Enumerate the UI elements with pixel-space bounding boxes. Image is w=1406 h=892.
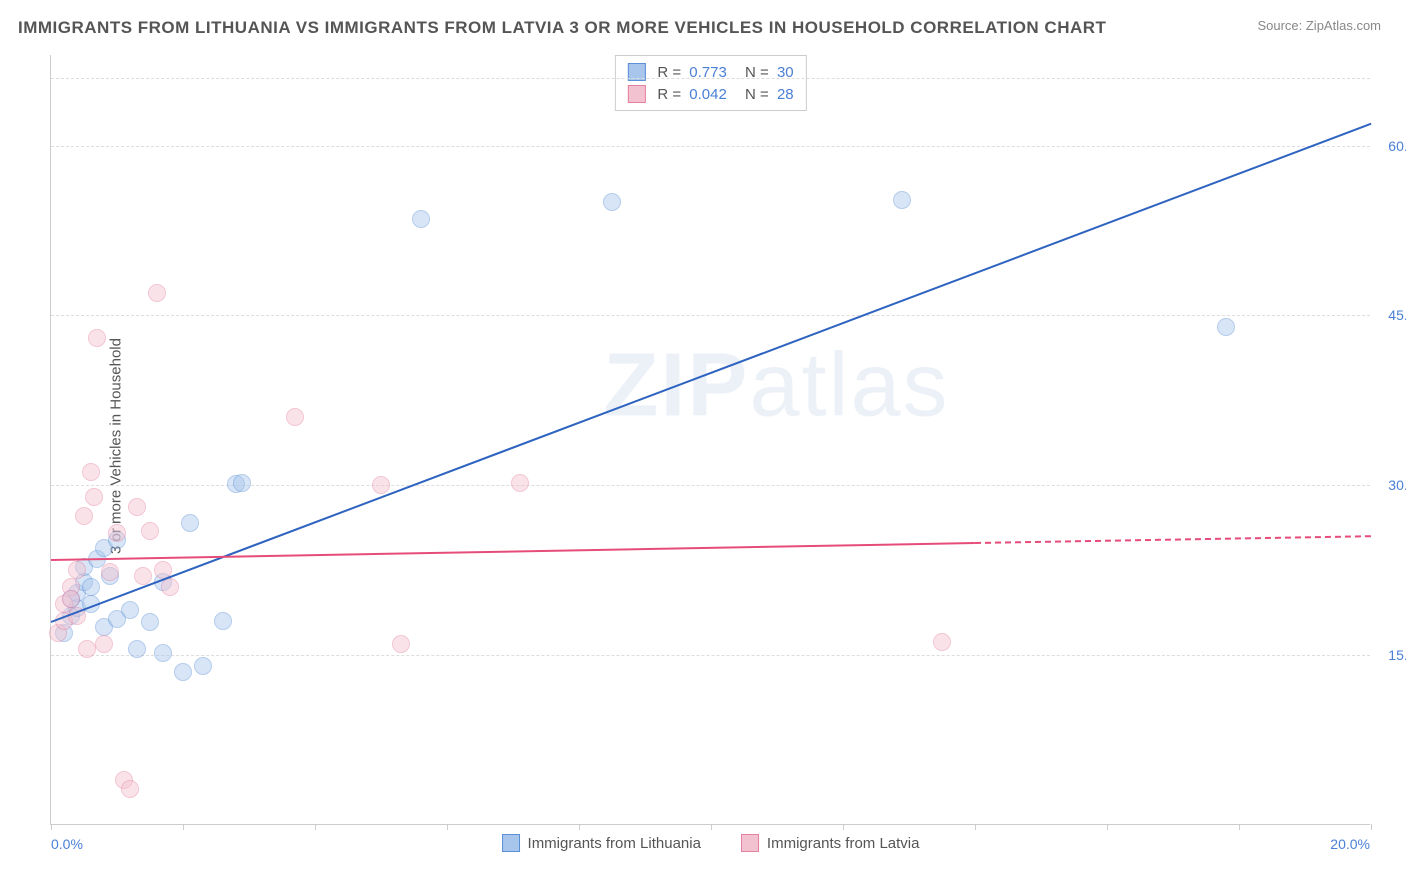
scatter-point	[181, 514, 199, 532]
scatter-point	[412, 210, 430, 228]
scatter-point	[128, 498, 146, 516]
scatter-point	[62, 590, 80, 608]
x-axis-min-label: 0.0%	[51, 836, 83, 852]
trend-line	[51, 542, 975, 561]
scatter-point	[88, 329, 106, 347]
scatter-point	[82, 578, 100, 596]
chart-container: IMMIGRANTS FROM LITHUANIA VS IMMIGRANTS …	[0, 0, 1406, 892]
gridline-h	[51, 655, 1370, 656]
chart-title: IMMIGRANTS FROM LITHUANIA VS IMMIGRANTS …	[18, 18, 1106, 38]
x-tick	[51, 824, 52, 830]
source-label: Source: ZipAtlas.com	[1257, 18, 1381, 33]
scatter-point	[214, 612, 232, 630]
x-tick	[183, 824, 184, 830]
y-tick-label: 60.0%	[1388, 138, 1406, 154]
scatter-point	[78, 640, 96, 658]
scatter-point	[68, 561, 86, 579]
scatter-point	[95, 635, 113, 653]
scatter-point	[108, 524, 126, 542]
scatter-point	[75, 507, 93, 525]
scatter-point	[148, 284, 166, 302]
trend-line-dashed	[975, 535, 1371, 544]
scatter-point	[154, 644, 172, 662]
legend-swatch	[627, 85, 645, 103]
legend-swatch	[741, 834, 759, 852]
x-axis-max-label: 20.0%	[1330, 836, 1370, 852]
scatter-point	[194, 657, 212, 675]
y-tick-label: 45.0%	[1388, 307, 1406, 323]
gridline-h	[51, 146, 1370, 147]
legend-series-label: Immigrants from Latvia	[767, 835, 920, 852]
scatter-point	[933, 633, 951, 651]
legend-correlation-row: R = 0.042 N = 28	[627, 83, 793, 105]
scatter-point	[603, 193, 621, 211]
scatter-point	[1217, 318, 1235, 336]
scatter-point	[128, 640, 146, 658]
scatter-point	[372, 476, 390, 494]
gridline-h	[51, 78, 1370, 79]
legend-swatch	[502, 834, 520, 852]
x-tick	[315, 824, 316, 830]
plot-area: ZIPatlas R = 0.773 N = 30 R = 0.042 N = 2…	[50, 55, 1370, 825]
scatter-point	[121, 780, 139, 798]
x-tick	[1107, 824, 1108, 830]
scatter-point	[233, 474, 251, 492]
legend-series-item: Immigrants from Lithuania	[502, 834, 701, 852]
x-tick	[711, 824, 712, 830]
legend-correlation-text: R = 0.042 N = 28	[657, 86, 793, 103]
y-tick-label: 15.0%	[1388, 647, 1406, 663]
scatter-point	[286, 408, 304, 426]
scatter-point	[134, 567, 152, 585]
legend-series-item: Immigrants from Latvia	[741, 834, 920, 852]
scatter-point	[101, 563, 119, 581]
scatter-point	[893, 191, 911, 209]
legend-series-label: Immigrants from Lithuania	[528, 835, 701, 852]
y-tick-label: 30.0%	[1388, 477, 1406, 493]
scatter-point	[141, 613, 159, 631]
x-tick	[579, 824, 580, 830]
scatter-point	[82, 463, 100, 481]
x-tick	[843, 824, 844, 830]
x-tick	[975, 824, 976, 830]
series-legend: Immigrants from Lithuania Immigrants from…	[502, 834, 920, 852]
scatter-point	[141, 522, 159, 540]
gridline-h	[51, 315, 1370, 316]
scatter-point	[85, 488, 103, 506]
scatter-point	[392, 635, 410, 653]
legend-correlation-row: R = 0.773 N = 30	[627, 61, 793, 83]
scatter-point	[174, 663, 192, 681]
x-tick	[1239, 824, 1240, 830]
scatter-point	[511, 474, 529, 492]
x-tick	[447, 824, 448, 830]
scatter-point	[161, 578, 179, 596]
x-tick	[1371, 824, 1372, 830]
watermark: ZIPatlas	[603, 334, 949, 437]
scatter-point	[121, 601, 139, 619]
correlation-legend: R = 0.773 N = 30 R = 0.042 N = 28	[614, 55, 806, 111]
